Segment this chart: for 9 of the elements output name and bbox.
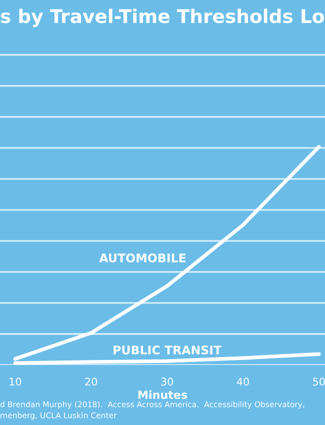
x-tick-label: 20: [85, 378, 98, 386]
x-tick-label: 40: [236, 378, 249, 386]
x-axis-title: Minutes: [138, 390, 188, 399]
series-label: AUTOMOBILE: [99, 254, 186, 262]
x-tick-label: 30: [161, 378, 173, 386]
x-tick-label: 10: [10, 378, 22, 386]
x-tick-label: 50: [313, 378, 325, 386]
chart-title: s by Travel-Time Thresholds Lo: [0, 8, 324, 27]
series-label: PUBLIC TRANSIT: [114, 346, 222, 354]
